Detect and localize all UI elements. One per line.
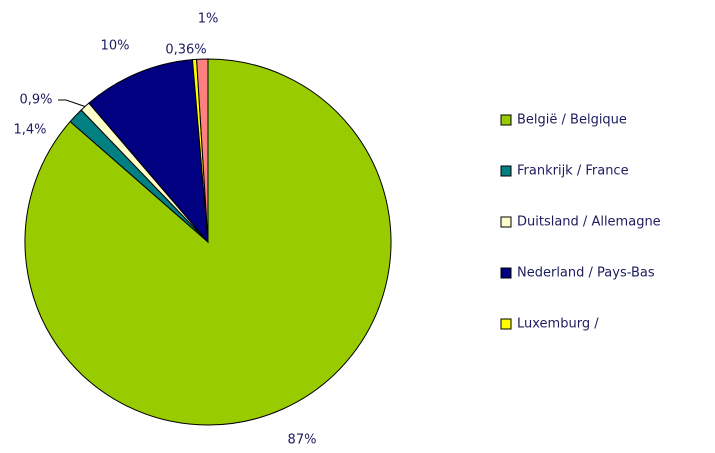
legend-label: Frankrijk / France (517, 164, 629, 179)
legend-label: Nederland / Pays-Bas (517, 266, 655, 281)
leader-line (58, 99, 86, 107)
legend: België / Belgique Frankrijk / France Duits… (500, 113, 661, 332)
legend-swatch (500, 114, 512, 126)
legend-swatch (500, 165, 512, 177)
data-label: 10% (101, 39, 130, 54)
pie-slice (24, 58, 392, 426)
legend-swatch (500, 216, 512, 228)
legend-swatch (500, 267, 512, 279)
legend-label: Duitsland / Allemagne (517, 215, 661, 230)
pie-slice (196, 58, 209, 243)
pie-slice (88, 59, 209, 244)
data-label: 1% (198, 12, 219, 27)
legend-label: Luxemburg / (517, 317, 599, 332)
legend-swatch (500, 318, 512, 330)
data-label: 0,36% (165, 43, 206, 58)
data-label: 0,9% (19, 93, 52, 108)
legend-label: België / Belgique (517, 113, 627, 128)
data-label: 1,4% (13, 123, 46, 138)
pie (24, 58, 392, 426)
data-label: 87% (288, 433, 317, 448)
labels: 87% 1,4% 0,9% 10% 0,36% 1% (13, 12, 316, 448)
